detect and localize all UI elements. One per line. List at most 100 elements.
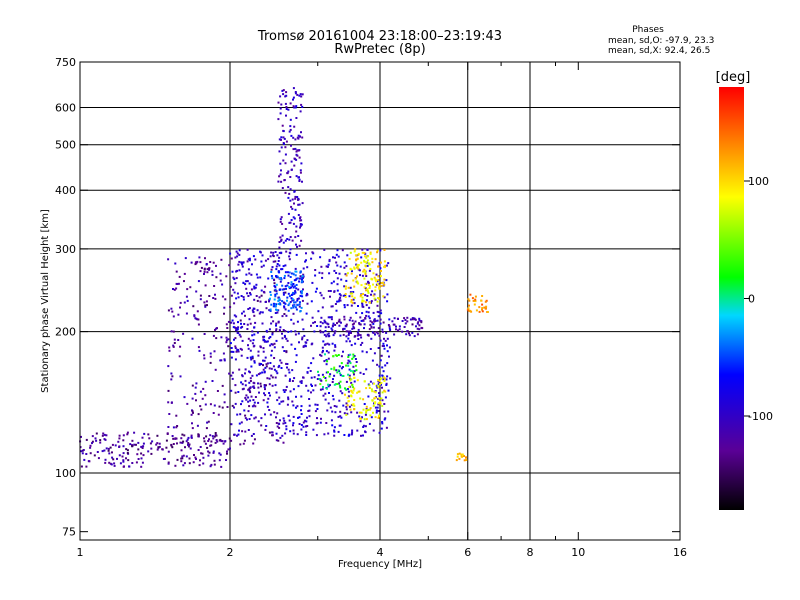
echo-point xyxy=(156,442,159,445)
echo-point xyxy=(359,323,362,326)
echo-point xyxy=(269,362,272,364)
echo-point xyxy=(353,327,356,330)
echo-point xyxy=(322,340,325,343)
echo-point xyxy=(350,332,352,334)
echo-point xyxy=(295,287,298,290)
echo-point xyxy=(291,198,294,201)
chart-subtitle: RwPretec (8p) xyxy=(334,42,425,57)
echo-point xyxy=(242,261,245,264)
echo-point xyxy=(248,282,251,285)
echo-point xyxy=(262,264,265,267)
echo-point xyxy=(172,288,174,290)
echo-point xyxy=(281,222,284,225)
echo-point xyxy=(290,343,293,346)
echo-point xyxy=(298,176,300,179)
echo-point xyxy=(197,435,200,438)
echo-point xyxy=(175,287,178,290)
echo-point xyxy=(361,303,364,306)
echo-point xyxy=(349,379,352,382)
echo-point xyxy=(367,281,370,284)
echo-point xyxy=(284,264,287,267)
echo-point xyxy=(350,300,353,303)
echo-point xyxy=(182,332,185,335)
echo-point xyxy=(174,464,177,467)
echo-point xyxy=(344,393,346,396)
echo-point xyxy=(281,187,284,189)
echo-point xyxy=(299,171,302,174)
echo-point xyxy=(119,462,122,465)
echo-point xyxy=(82,449,85,451)
echo-point xyxy=(291,272,294,275)
echo-point xyxy=(237,326,240,329)
echo-point xyxy=(268,377,271,380)
echo-point xyxy=(289,188,292,191)
echo-point xyxy=(484,307,487,310)
echo-point xyxy=(360,294,363,296)
echo-point xyxy=(288,258,291,261)
echo-point xyxy=(274,295,277,298)
echo-point xyxy=(194,261,197,264)
echo-point xyxy=(242,310,245,313)
echo-point xyxy=(284,228,287,230)
echo-point xyxy=(229,285,232,288)
echo-point xyxy=(299,277,301,280)
echo-point xyxy=(289,248,292,251)
echo-point xyxy=(265,329,268,332)
echo-point xyxy=(180,457,183,460)
echo-point xyxy=(374,391,377,394)
echo-point xyxy=(299,380,302,383)
echo-point xyxy=(238,422,241,425)
echo-point xyxy=(348,374,351,377)
echo-point xyxy=(179,375,182,378)
echo-point xyxy=(374,258,377,261)
echo-point xyxy=(336,249,339,252)
echo-point xyxy=(265,365,268,368)
echo-point xyxy=(389,329,392,331)
echo-point xyxy=(359,420,362,423)
echo-point xyxy=(331,410,334,413)
echo-point xyxy=(365,411,368,414)
echo-point xyxy=(262,347,265,350)
echo-point xyxy=(364,430,366,433)
echo-point xyxy=(346,388,349,390)
echo-point xyxy=(348,433,351,436)
echo-point xyxy=(287,368,290,371)
echo-point xyxy=(353,404,356,407)
echo-point xyxy=(364,301,367,304)
echo-point xyxy=(272,251,275,254)
echo-point xyxy=(275,265,278,268)
echo-point xyxy=(237,321,239,324)
echo-point xyxy=(238,368,241,371)
echo-point xyxy=(250,395,253,398)
echo-point xyxy=(357,264,360,266)
echo-point xyxy=(230,347,233,349)
echo-point xyxy=(290,286,293,289)
echo-point xyxy=(301,93,304,96)
echo-point xyxy=(285,106,288,108)
echo-point xyxy=(378,397,381,400)
echo-point xyxy=(352,279,355,282)
echo-point xyxy=(332,398,335,401)
echo-point xyxy=(352,325,355,328)
echo-point xyxy=(256,309,259,312)
echo-point xyxy=(296,298,299,300)
echo-point xyxy=(355,311,358,314)
echo-point xyxy=(178,275,181,278)
echo-point xyxy=(337,415,340,418)
echo-point xyxy=(456,455,459,458)
echo-point xyxy=(223,401,226,404)
echo-point xyxy=(395,328,397,331)
echo-point xyxy=(221,283,224,286)
echo-point xyxy=(218,405,221,408)
echo-point xyxy=(276,275,279,278)
echo-point xyxy=(299,301,301,304)
echo-point xyxy=(219,453,222,456)
echo-point xyxy=(241,265,244,268)
echo-point xyxy=(238,253,241,256)
echo-point xyxy=(172,345,175,348)
echo-point xyxy=(112,458,115,461)
echo-point xyxy=(330,282,333,285)
echo-point xyxy=(238,249,241,252)
echo-point xyxy=(316,417,318,420)
echo-point xyxy=(287,330,290,333)
